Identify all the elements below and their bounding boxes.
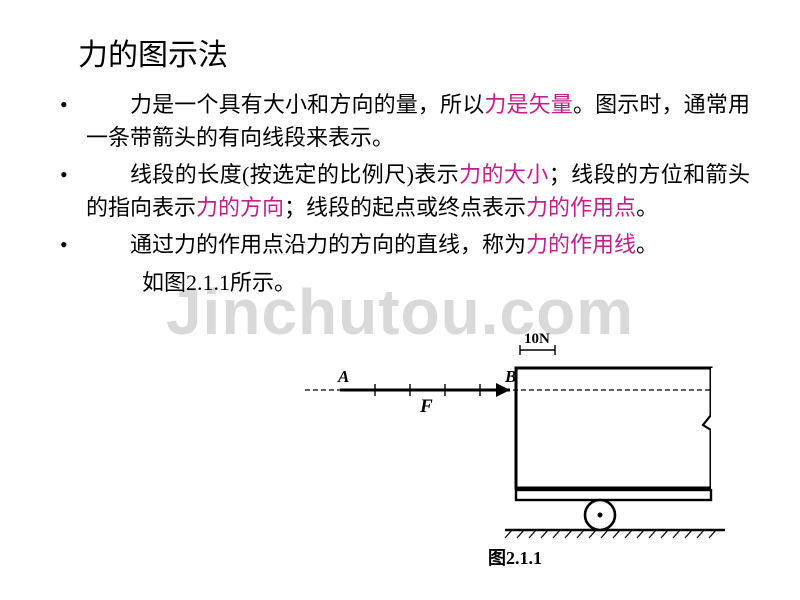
scale-label: 10N <box>524 331 550 347</box>
highlight: 力的方向 <box>196 195 284 220</box>
text: 通过力的作用点沿力的方向的直线，称为 <box>130 232 526 257</box>
text: 。 <box>636 195 658 220</box>
wheel-hub <box>598 513 603 518</box>
ground-hatching <box>505 530 716 538</box>
scale-bar: 10N <box>520 331 555 355</box>
figure: 10N A B F <box>300 330 730 570</box>
text: ；线段的起点或终点表示 <box>284 195 526 220</box>
highlight: 力的作用点 <box>526 195 636 220</box>
force-diagram-svg: 10N A B F <box>300 330 730 540</box>
bullet-3: 通过力的作用点沿力的方向的直线，称为力的作用线。 <box>50 228 750 261</box>
force-label: F <box>419 396 433 417</box>
highlight: 力的作用线 <box>526 232 636 257</box>
point-A-label: A <box>337 367 349 386</box>
point-B-label: B <box>504 367 516 386</box>
text: 。 <box>636 232 658 257</box>
cart <box>505 368 730 538</box>
figure-reference: 如图2.1.1所示。 <box>142 265 750 297</box>
figure-caption: 图2.1.1 <box>300 544 730 570</box>
highlight: 力的大小 <box>459 162 549 187</box>
bullet-1: 力是一个具有大小和方向的量，所以力是矢量。图示时，通常用一条带箭头的有向线段来表… <box>50 88 750 154</box>
text: 力是一个具有大小和方向的量，所以 <box>130 92 484 117</box>
slide-title: 力的图示法 <box>78 30 750 74</box>
highlight: 力是矢量 <box>484 92 573 117</box>
slide-content: 力的图示法 力是一个具有大小和方向的量，所以力是矢量。图示时，通常用一条带箭头的… <box>0 0 800 297</box>
text: 线段的长度(按选定的比例尺)表示 <box>130 162 459 187</box>
force-arrow <box>340 383 510 397</box>
bullet-2: 线段的长度(按选定的比例尺)表示力的大小；线段的方位和箭头的指向表示力的方向；线… <box>50 158 750 224</box>
bullet-list: 力是一个具有大小和方向的量，所以力是矢量。图示时，通常用一条带箭头的有向线段来表… <box>50 88 750 261</box>
